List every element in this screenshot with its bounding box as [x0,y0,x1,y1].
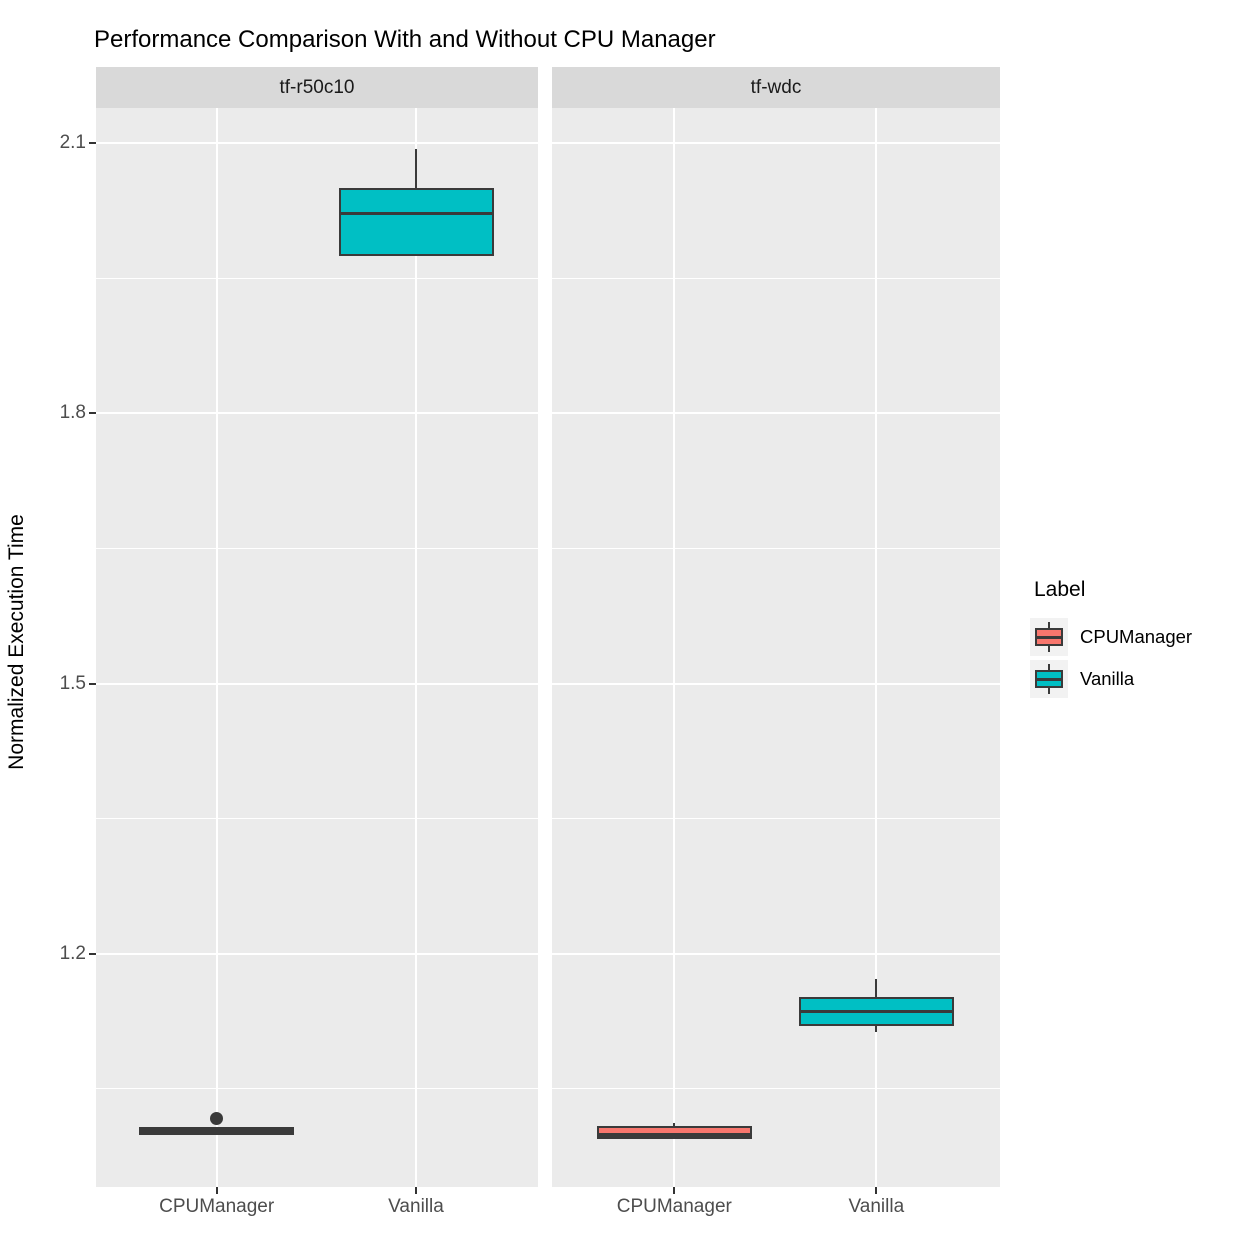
legend-median-line [1035,636,1063,639]
legend-entry-Vanilla: Vanilla [1030,660,1235,698]
y-tick-mark-1.2 [89,952,96,955]
gridline-major [96,142,538,145]
legend-label: Vanilla [1080,668,1135,689]
median-tf-r50c10-CPUManager [139,1129,295,1133]
legend-median-line [1035,678,1063,681]
gridline-minor [96,1088,538,1090]
gridline-vertical-Vanilla [415,108,417,1187]
gridline-major [96,952,538,955]
gridline-minor [552,547,1000,549]
y-tick-label-1.8: 1.8 [59,402,86,424]
gridline-major [552,412,1000,415]
gridline-minor [552,818,1000,820]
outlier-point-tf-r50c10-CPUManager [210,1112,224,1126]
median-tf-r50c10-Vanilla [338,211,494,216]
y-tick-label-2.1: 2.1 [59,132,86,154]
box-tf-r50c10-Vanilla [338,187,494,256]
whisker-high-tf-wdc-CPUManager [673,1123,676,1128]
whisker-low-tf-wdc-Vanilla [875,1023,878,1033]
facet-strip-tf-wdc: tf-wdc [552,67,1000,108]
chart-title: Performance Comparison With and Without … [94,26,716,53]
gridline-major [552,952,1000,955]
gridline-major [96,412,538,415]
gridline-major [96,682,538,685]
x-tick-label-tf-wdc-Vanilla: Vanilla [848,1196,905,1217]
y-axis-title: Normalized Execution Time [5,514,28,770]
gridline-minor [96,818,538,820]
median-tf-wdc-CPUManager [596,1133,752,1137]
gridline-minor [96,547,538,549]
gridline-minor [552,277,1000,279]
legend-key-boxplot-icon [1030,618,1068,656]
x-tick-mark-tf-r50c10-CPUManager [215,1187,218,1194]
facet-panel-tf-wdc [552,108,1000,1187]
x-tick-label-tf-wdc-CPUManager: CPUManager [616,1196,732,1217]
x-tick-label-tf-r50c10-CPUManager: CPUManager [159,1196,275,1217]
gridline-minor [96,277,538,279]
x-tick-label-tf-r50c10-Vanilla: Vanilla [388,1196,444,1217]
y-tick-mark-1.5 [89,682,96,685]
gridline-major [552,142,1000,145]
y-tick-mark-2.1 [89,142,96,145]
whisker-high-tf-wdc-Vanilla [875,978,878,999]
median-tf-wdc-Vanilla [798,1009,954,1014]
x-tick-mark-tf-wdc-CPUManager [673,1187,676,1194]
whisker-high-tf-r50c10-Vanilla [415,149,417,190]
gridline-vertical-CPUManager [673,108,676,1187]
x-tick-mark-tf-wdc-Vanilla [875,1187,878,1194]
facet-panel-tf-r50c10 [96,108,538,1187]
y-tick-label-1.2: 1.2 [59,942,86,964]
facet-strip-tf-r50c10: tf-r50c10 [96,67,538,108]
y-tick-label-1.5: 1.5 [59,672,86,694]
legend-title: Label [1034,578,1086,601]
legend-entry-CPUManager: CPUManager [1030,618,1235,656]
x-tick-mark-tf-r50c10-Vanilla [415,1187,417,1194]
legend-entries: CPUManager Vanilla [1030,618,1235,698]
y-tick-mark-1.8 [89,412,96,415]
gridline-major [552,682,1000,685]
gridline-vertical-CPUManager [215,108,218,1187]
gridline-minor [552,1088,1000,1090]
legend-key-boxplot-icon [1030,660,1068,698]
legend-label: CPUManager [1080,626,1193,647]
legend: Label CPUManager Vanilla [1030,578,1235,702]
gridline-vertical-Vanilla [875,108,878,1187]
